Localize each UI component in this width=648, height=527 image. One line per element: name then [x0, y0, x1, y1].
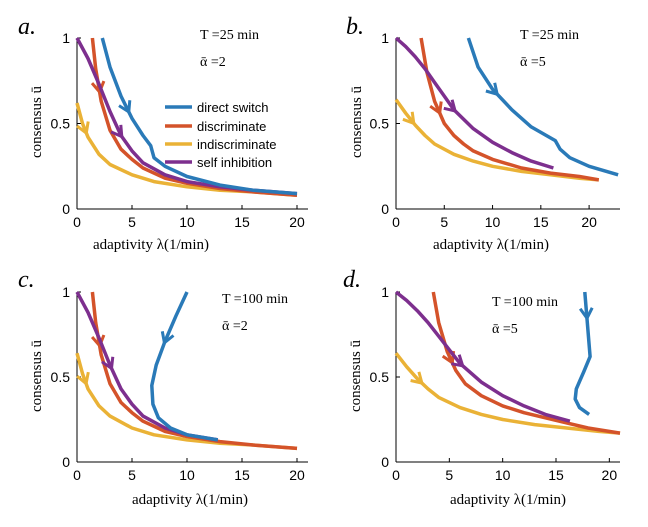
- legend: direct switch discriminate indiscriminat…: [165, 100, 276, 170]
- legend-entry: discriminate: [165, 119, 266, 134]
- plot-area: 0 5 10 15 20 0 0.5 1: [51, 284, 308, 483]
- plot-area: 0 5 10 15 20 0 0.5 1: [370, 284, 621, 483]
- y-tick-label: 1: [62, 284, 70, 300]
- x-axis-label: adaptivity λ(1/min): [433, 237, 549, 253]
- alpha-annotation: ᾱ =2: [200, 55, 226, 70]
- x-tick-label: 0: [392, 214, 400, 230]
- x-tick-label: 15: [548, 467, 564, 483]
- x-tick-label: 5: [445, 467, 453, 483]
- x-tick-label: 20: [602, 467, 618, 483]
- direction-arrow: [443, 99, 458, 114]
- direction-arrow: [578, 307, 594, 322]
- y-tick-label: 1: [381, 284, 389, 300]
- x-tick-label: 5: [440, 214, 448, 230]
- plot-area: 0 5 10 15 20 0 0.5 1: [370, 30, 620, 230]
- t-annotation: T =100 min: [492, 295, 558, 310]
- legend-label: discriminate: [197, 119, 266, 134]
- plot-area: 0 5 10 15 20 0 0.5 1: [51, 30, 308, 230]
- direction-arrow: [160, 331, 175, 346]
- t-annotation: T =25 min: [200, 28, 259, 43]
- panel-label: b.: [346, 14, 364, 40]
- alpha-annotation: ᾱ =5: [520, 55, 546, 70]
- direction-arrow: [118, 100, 132, 115]
- alpha-annotation: ᾱ =5: [492, 322, 518, 337]
- y-axis-label: consensus ū: [29, 339, 45, 412]
- x-tick-label: 15: [234, 467, 250, 483]
- x-tick-label: 20: [289, 467, 305, 483]
- direction-arrow: [76, 121, 90, 136]
- direction-arrow: [451, 354, 465, 368]
- legend-label: self inhibition: [197, 155, 272, 170]
- x-tick-label: 0: [73, 214, 81, 230]
- legend-entry: indiscriminate: [165, 137, 276, 152]
- x-tick-label: 5: [128, 214, 136, 230]
- series-line-discriminate: [90, 291, 298, 451]
- x-tick-label: 15: [533, 214, 549, 230]
- y-tick-label: 0.5: [370, 116, 390, 132]
- x-tick-label: 10: [485, 214, 501, 230]
- panel-b: b. T =25 min ᾱ =5 adaptivity λ(1/min) c…: [346, 14, 620, 253]
- y-tick-label: 1: [381, 30, 389, 46]
- y-tick-label: 1: [62, 30, 70, 46]
- series-line-self-inhibition: [394, 36, 554, 170]
- series-line-indiscriminate: [394, 352, 621, 435]
- y-tick-label: 0: [62, 201, 70, 217]
- direction-arrow: [90, 80, 106, 95]
- legend-label: direct switch: [197, 100, 269, 115]
- y-axis-label: consensus ū: [348, 339, 364, 412]
- x-tick-label: 0: [73, 467, 81, 483]
- x-tick-label: 10: [179, 214, 195, 230]
- y-tick-label: 0.5: [51, 369, 71, 385]
- series-line-direct-switch: [100, 37, 298, 196]
- t-annotation: T =100 min: [222, 292, 288, 307]
- x-tick-label: 10: [495, 467, 511, 483]
- panel-d: d. T =100 min ᾱ =5 adaptivity λ(1/min) …: [343, 267, 621, 508]
- y-tick-label: 0: [62, 454, 70, 470]
- x-tick-label: 20: [289, 214, 305, 230]
- direction-arrow: [76, 371, 90, 387]
- panel-label: a.: [18, 14, 36, 40]
- x-tick-label: 20: [581, 214, 597, 230]
- y-tick-label: 0.5: [370, 369, 390, 385]
- x-axis-label: adaptivity λ(1/min): [132, 492, 248, 508]
- series-line-direct-switch: [573, 291, 592, 416]
- y-axis-label: consensus ū: [29, 85, 45, 158]
- legend-label: indiscriminate: [197, 137, 276, 152]
- panel-c: c. T =100 min ᾱ =2 adaptivity λ(1/min) …: [18, 267, 308, 508]
- legend-entry: direct switch: [165, 100, 269, 115]
- y-tick-label: 0: [381, 454, 389, 470]
- x-tick-label: 15: [234, 214, 250, 230]
- direction-arrow: [402, 111, 416, 126]
- panel-label: d.: [343, 267, 361, 293]
- x-axis-label: adaptivity λ(1/min): [450, 492, 566, 508]
- panel-label: c.: [18, 267, 35, 293]
- x-axis-label: adaptivity λ(1/min): [93, 237, 209, 253]
- direction-arrow: [101, 356, 115, 372]
- panel-a: a. T =25 min ᾱ =2 adaptivity λ(1/min) c…: [18, 14, 308, 253]
- x-tick-label: 5: [128, 467, 136, 483]
- direction-arrow: [429, 101, 443, 116]
- x-tick-label: 10: [179, 467, 195, 483]
- y-axis-label: consensus ū: [349, 85, 365, 158]
- alpha-annotation: ᾱ =2: [222, 319, 248, 334]
- y-tick-label: 0.5: [51, 116, 71, 132]
- t-annotation: T =25 min: [520, 28, 579, 43]
- direction-arrow: [110, 124, 124, 139]
- direction-arrow: [410, 371, 424, 386]
- direction-arrow: [485, 82, 500, 97]
- series-line-discriminate: [419, 37, 600, 182]
- y-tick-label: 0: [381, 201, 389, 217]
- direction-arrow: [90, 334, 106, 349]
- x-tick-label: 0: [392, 467, 400, 483]
- legend-entry: self inhibition: [165, 155, 272, 170]
- series-line-direct-switch: [150, 291, 219, 442]
- series-line-self-inhibition: [394, 290, 571, 423]
- series-line-direct-switch: [466, 37, 619, 177]
